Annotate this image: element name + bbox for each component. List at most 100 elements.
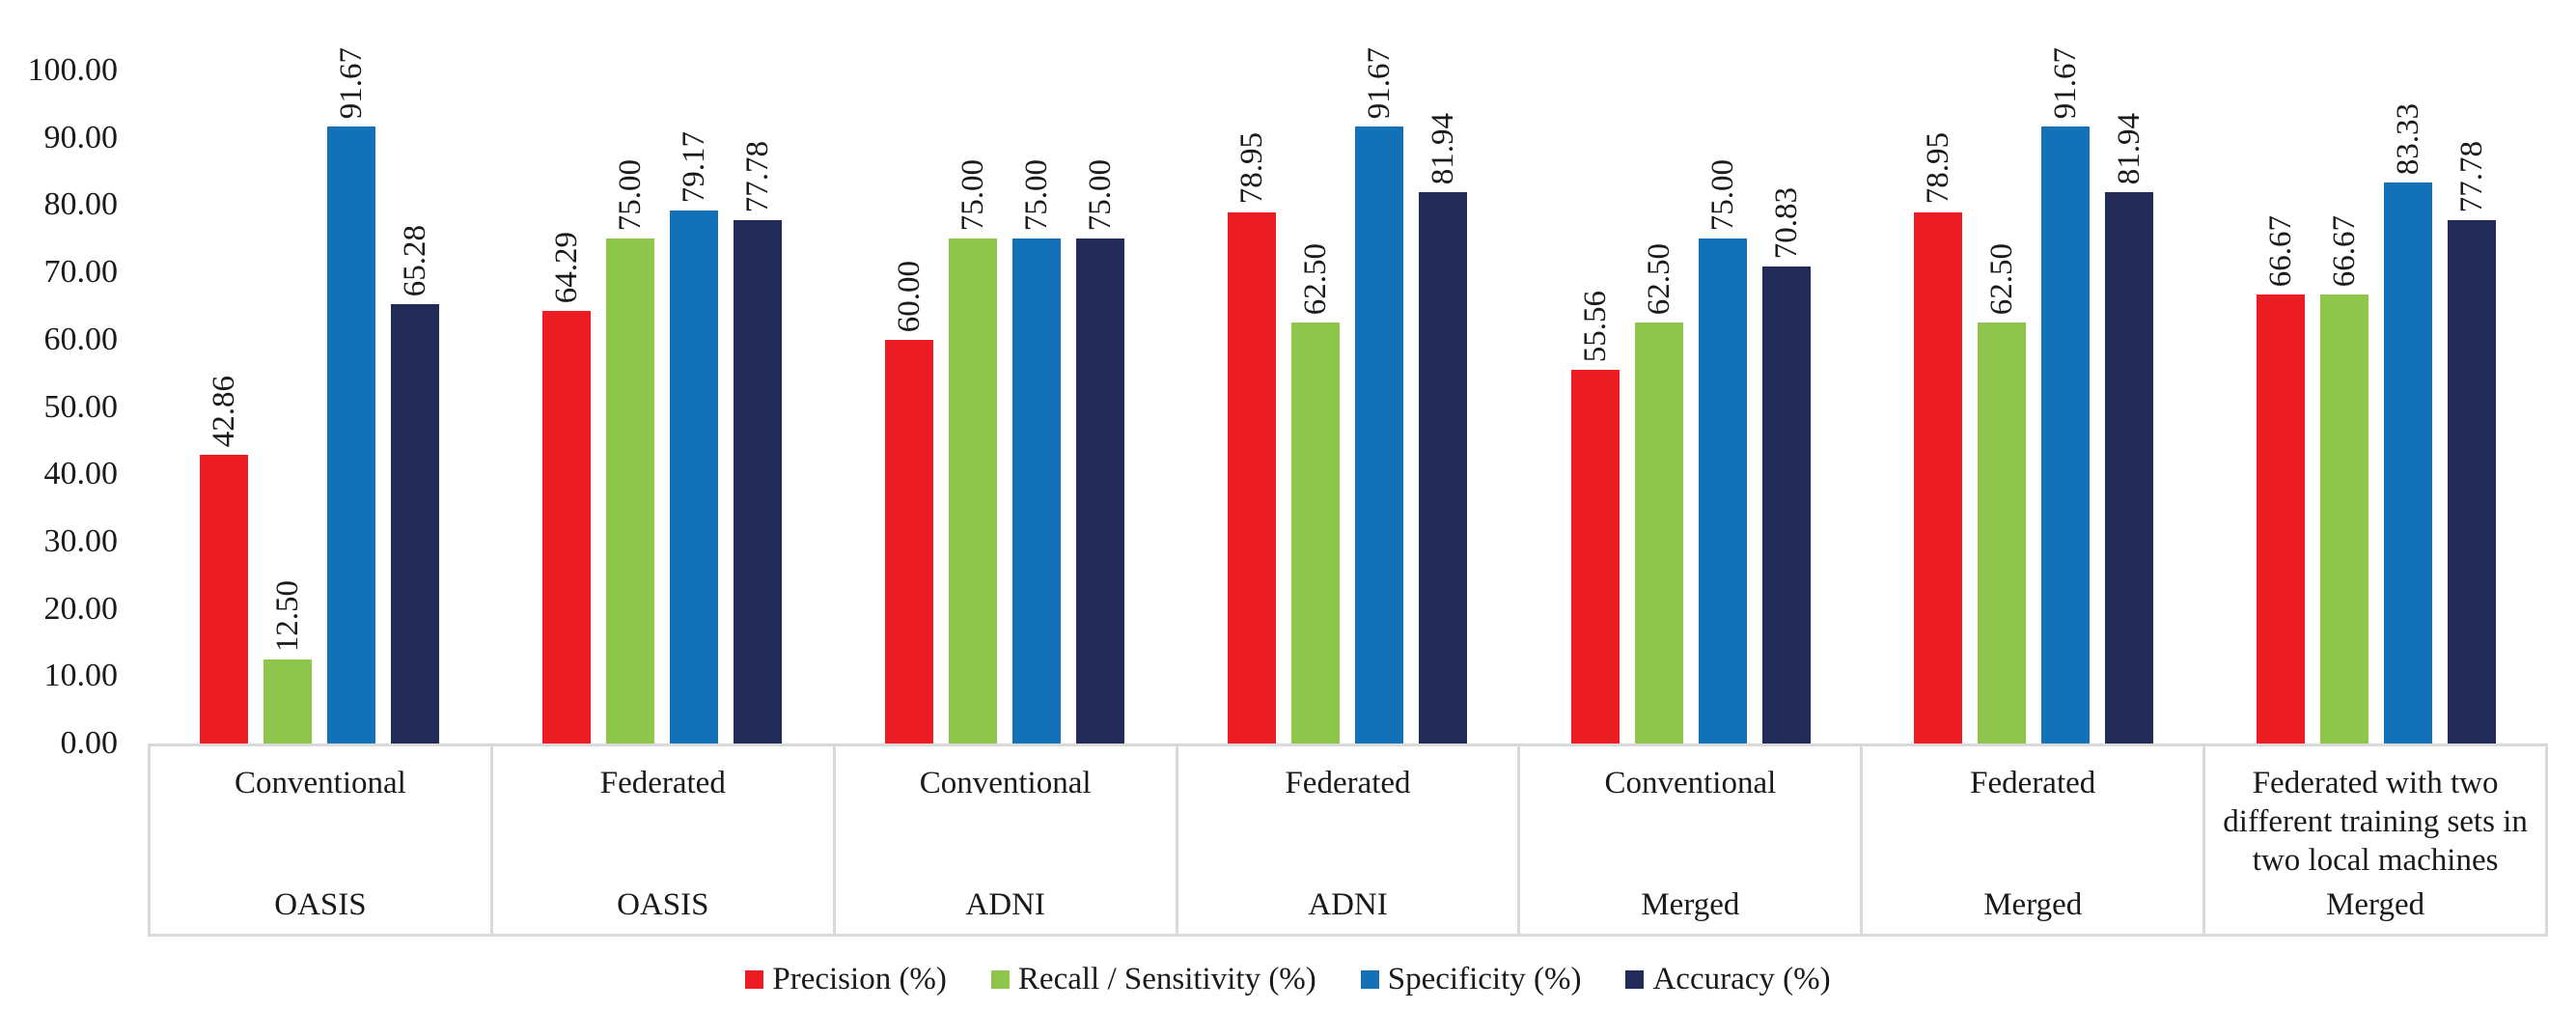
bar-precision: 42.86 [199, 376, 248, 743]
bar-value-label: 62.50 [1984, 243, 2020, 316]
bar-recall-sensitivity: 12.50 [263, 580, 312, 743]
y-axis-tick-label: 30.00 [43, 522, 119, 559]
legend-color-swatch-icon [745, 969, 764, 989]
bar-group-conventional-oasis: 42.86 12.50 91.67 65.28 [148, 0, 490, 743]
bar-value-label: 75.00 [612, 159, 648, 232]
bar-accuracy: 77.78 [733, 141, 782, 743]
category-dataset-label: OASIS [617, 887, 709, 922]
bar-value-label: 65.28 [397, 224, 432, 296]
bar-value-label: 77.78 [2454, 140, 2490, 212]
bar-value-label: 66.67 [2263, 215, 2299, 288]
bar-accuracy: 75.00 [1076, 159, 1125, 743]
category-method-label: Federated [1285, 766, 1411, 800]
category-cell: Conventional ADNI [832, 746, 1176, 934]
bar-group-conventional-adni: 60.00 75.00 75.00 75.00 [834, 0, 1177, 743]
bar-value-label: 78.95 [1921, 132, 1956, 205]
bar-precision: 78.95 [1228, 132, 1277, 743]
legend-item-precision: Precision (%) [745, 960, 947, 998]
category-dataset-label: ADNI [1308, 887, 1388, 922]
bar-group-federated-oasis: 64.29 75.00 79.17 77.78 [490, 0, 833, 743]
category-method-label: Federated [599, 766, 726, 800]
bar-value-label: 62.50 [1641, 243, 1676, 316]
bar-value-label: 91.67 [1362, 46, 1398, 120]
legend: Precision (%) Recall / Sensitivity (%) Spe… [0, 960, 2576, 998]
bar-recall-sensitivity: 75.00 [949, 159, 998, 743]
bar-recall-sensitivity: 62.50 [1291, 243, 1341, 743]
legend-label: Accuracy (%) [1652, 962, 1831, 996]
bar-group-federated-merged: 78.95 62.50 91.67 81.94 [1862, 0, 2204, 743]
bar-value-label: 75.00 [1083, 159, 1119, 232]
legend-label: Precision (%) [772, 962, 947, 996]
y-axis-tick-label: 0.00 [60, 725, 119, 761]
category-cell: Federated Merged [1860, 746, 2202, 934]
bar-precision: 64.29 [541, 232, 591, 743]
y-axis-tick-label: 90.00 [43, 119, 119, 155]
legend-color-swatch-icon [990, 969, 1010, 989]
legend-color-swatch-icon [1625, 969, 1645, 989]
bar-value-label: 81.94 [2112, 112, 2147, 184]
category-dataset-label: Merged [1983, 887, 2083, 922]
bar-value-label: 66.67 [2327, 215, 2363, 288]
bar-precision: 66.67 [2257, 215, 2306, 743]
y-axis-tick-label: 10.00 [43, 658, 119, 694]
category-method-label: Conventional [919, 766, 1092, 800]
bar-recall-sensitivity: 75.00 [605, 159, 654, 743]
bar-value-label: 55.56 [1577, 290, 1613, 362]
y-axis-tick-label: 60.00 [43, 321, 119, 357]
bar-value-label: 62.50 [1298, 243, 1334, 316]
bar-recall-sensitivity: 62.50 [1978, 243, 2027, 743]
bar-value-label: 12.50 [269, 579, 305, 652]
y-axis-tick-label: 20.00 [43, 590, 119, 627]
bar-group-federated-adni: 78.95 62.50 91.67 81.94 [1177, 0, 1519, 743]
bar-accuracy: 81.94 [1419, 113, 1468, 743]
bar-value-label: 91.67 [333, 46, 369, 120]
category-dataset-label: OASIS [274, 887, 367, 922]
legend-item-specificity: Specificity (%) [1360, 960, 1581, 998]
y-axis-tick-label: 70.00 [43, 254, 119, 291]
legend-color-swatch-icon [1360, 969, 1379, 989]
bar-value-label: 78.95 [1234, 132, 1270, 205]
bar-specificity: 75.00 [1012, 159, 1062, 743]
category-method-label: Conventional [235, 766, 406, 800]
bar-specificity: 75.00 [1698, 159, 1747, 743]
y-axis-tick-label: 80.00 [43, 186, 119, 223]
legend-item-recall-sensitivity: Recall / Sensitivity (%) [990, 960, 1316, 998]
bar-recall-sensitivity: 66.67 [2320, 215, 2369, 743]
bar-value-label: 42.86 [206, 376, 241, 448]
bar-value-label: 75.00 [1704, 159, 1740, 232]
bar-precision: 60.00 [885, 261, 934, 743]
bar-value-label: 77.78 [739, 140, 775, 212]
bar-specificity: 91.67 [1355, 47, 1404, 743]
bar-value-label: 79.17 [676, 130, 711, 204]
bar-specificity: 91.67 [326, 47, 375, 743]
bar-value-label: 75.00 [956, 159, 991, 232]
bar-group-conventional-merged: 55.56 62.50 75.00 70.83 [1519, 0, 1862, 743]
bar-value-label: 81.94 [1426, 112, 1461, 184]
plot-area: 42.86 12.50 91.67 65.28 64.29 75.00 79.17 77.78… [148, 0, 2548, 743]
bar-accuracy: 77.78 [2448, 141, 2497, 743]
bar-accuracy: 70.83 [1761, 187, 1811, 743]
bar-specificity: 91.67 [2041, 47, 2091, 743]
category-cell: Federated OASIS [489, 746, 833, 934]
category-cell: Conventional OASIS [148, 746, 490, 934]
bar-precision: 55.56 [1570, 291, 1620, 743]
bar-value-label: 83.33 [2391, 102, 2426, 176]
category-cell: Conventional Merged [1517, 746, 1860, 934]
y-axis-tick-label: 100.00 [27, 52, 119, 88]
bar-group-federated-with-two-different-training-sets-in-two-local-machines-merged: 66.67 66.67 83.33 77.78 [2205, 0, 2548, 743]
category-dataset-label: ADNI [965, 887, 1045, 922]
category-method-label: Conventional [1604, 766, 1777, 800]
bar-recall-sensitivity: 62.50 [1634, 243, 1683, 743]
bar-value-label: 60.00 [892, 260, 928, 332]
bar-specificity: 79.17 [669, 131, 718, 743]
category-method-label: Federated [1970, 766, 2096, 800]
category-cell: Federated with two different training se… [2202, 746, 2549, 934]
bar-precision: 78.95 [1914, 132, 1963, 743]
bar-value-label: 75.00 [1019, 159, 1055, 232]
category-dataset-label: Merged [2326, 887, 2425, 922]
y-axis: 0.00 10.00 20.00 30.00 40.00 50.00 60.00 70.00 8… [0, 0, 119, 1010]
bar-accuracy: 81.94 [2105, 113, 2154, 743]
category-axis: Conventional OASIS Federated OASIS Conventio… [148, 743, 2549, 937]
bar-value-label: 70.83 [1768, 187, 1804, 260]
